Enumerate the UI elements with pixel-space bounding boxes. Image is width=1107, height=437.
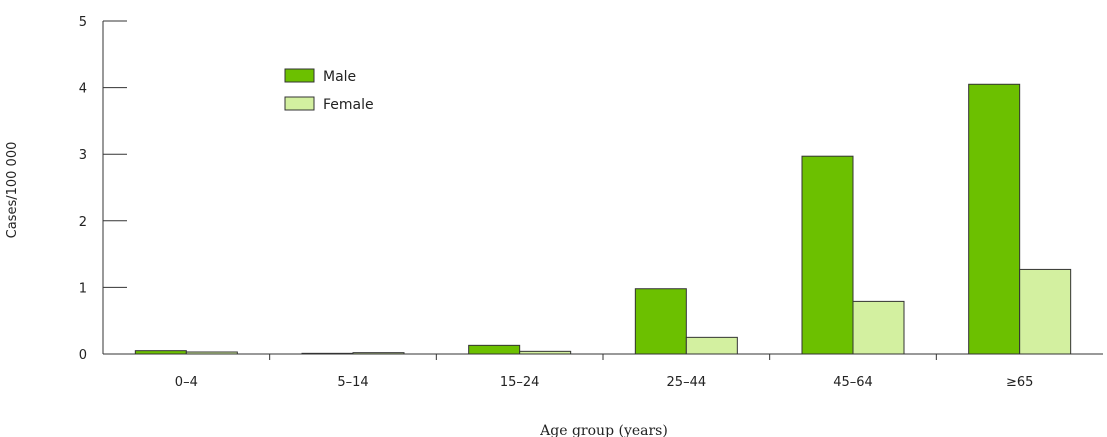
x-tick-label: ≥65 bbox=[1006, 375, 1033, 390]
y-tick-label: 0 bbox=[79, 348, 87, 363]
y-tick-label: 2 bbox=[79, 215, 87, 230]
bar-female-2 bbox=[519, 350, 572, 355]
x-tick-label: 25–44 bbox=[667, 375, 707, 390]
bar-female-4 bbox=[852, 300, 905, 355]
bar-male-1 bbox=[301, 352, 354, 355]
x-tick-label: 0–4 bbox=[175, 375, 198, 390]
y-axis-title: Cases/100 000 bbox=[5, 142, 20, 239]
bar-female-3 bbox=[685, 336, 738, 355]
y-tick-label: 5 bbox=[79, 15, 87, 30]
bar-female-5 bbox=[1019, 268, 1072, 355]
legend: Male Female bbox=[284, 68, 374, 113]
y-tick-label: 1 bbox=[79, 281, 87, 296]
y-tick-label: 3 bbox=[79, 148, 87, 163]
x-tick-label: 45–64 bbox=[833, 375, 873, 390]
x-tick-label: 5–14 bbox=[337, 375, 368, 390]
bar-male-3 bbox=[634, 288, 687, 355]
bar-male-0 bbox=[134, 350, 187, 355]
bars bbox=[134, 83, 1072, 355]
bar-male-2 bbox=[468, 344, 521, 355]
y-axis: 0 1 2 3 4 5 bbox=[79, 15, 127, 363]
y-tick-label: 4 bbox=[79, 82, 87, 97]
x-axis: 0–4 5–14 15–24 25–44 45–64 ≥65 bbox=[103, 353, 1103, 390]
bar-female-1 bbox=[352, 352, 405, 355]
x-tick-label: 15–24 bbox=[500, 375, 540, 390]
bar-female-0 bbox=[185, 351, 238, 355]
legend-swatch-female bbox=[284, 96, 315, 111]
legend-label-male: Male bbox=[323, 69, 356, 85]
legend-swatch-male bbox=[284, 68, 315, 83]
bar-male-5 bbox=[968, 83, 1021, 355]
bar-male-4 bbox=[801, 155, 854, 355]
x-axis-title: Age group (years) bbox=[539, 423, 668, 437]
legend-label-female: Female bbox=[323, 97, 374, 113]
